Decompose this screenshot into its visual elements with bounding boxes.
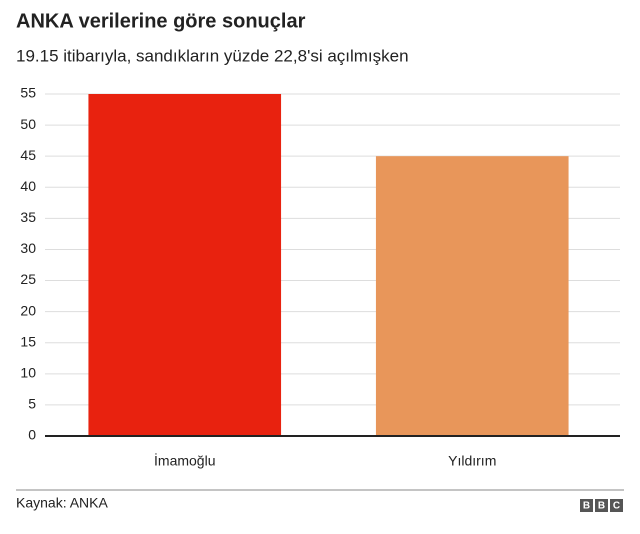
y-tick-label: 20	[20, 302, 36, 318]
chart-title: ANKA verilerine göre sonuçlar	[16, 10, 306, 32]
logo-box	[595, 499, 608, 512]
x-tick-label: Yıldırım	[448, 453, 496, 469]
y-tick-label: 45	[20, 147, 36, 163]
logo-letter: B	[598, 501, 605, 512]
x-tick-label: İmamoğlu	[154, 452, 215, 469]
y-tick-label: 0	[28, 427, 36, 443]
y-tick-label: 10	[20, 365, 36, 381]
bar	[88, 94, 282, 436]
bar	[375, 156, 569, 436]
y-tick-label: 35	[20, 209, 36, 225]
logo-letter: C	[613, 501, 620, 512]
logo-box	[610, 499, 623, 512]
source: Kaynak: ANKA	[16, 495, 108, 511]
y-tick-label: 50	[20, 116, 36, 132]
logo-letter: B	[583, 501, 590, 512]
logo-box	[580, 499, 593, 512]
y-tick-label: 55	[20, 85, 36, 101]
y-tick-label: 25	[20, 271, 36, 287]
y-tick-label: 30	[20, 240, 36, 256]
chart-subtitle: 19.15 itibarıyla, sandıkların yüzde 22,8…	[16, 46, 409, 65]
y-tick-label: 15	[20, 333, 36, 349]
y-tick-label: 5	[28, 396, 36, 412]
y-tick-label: 40	[20, 178, 36, 194]
